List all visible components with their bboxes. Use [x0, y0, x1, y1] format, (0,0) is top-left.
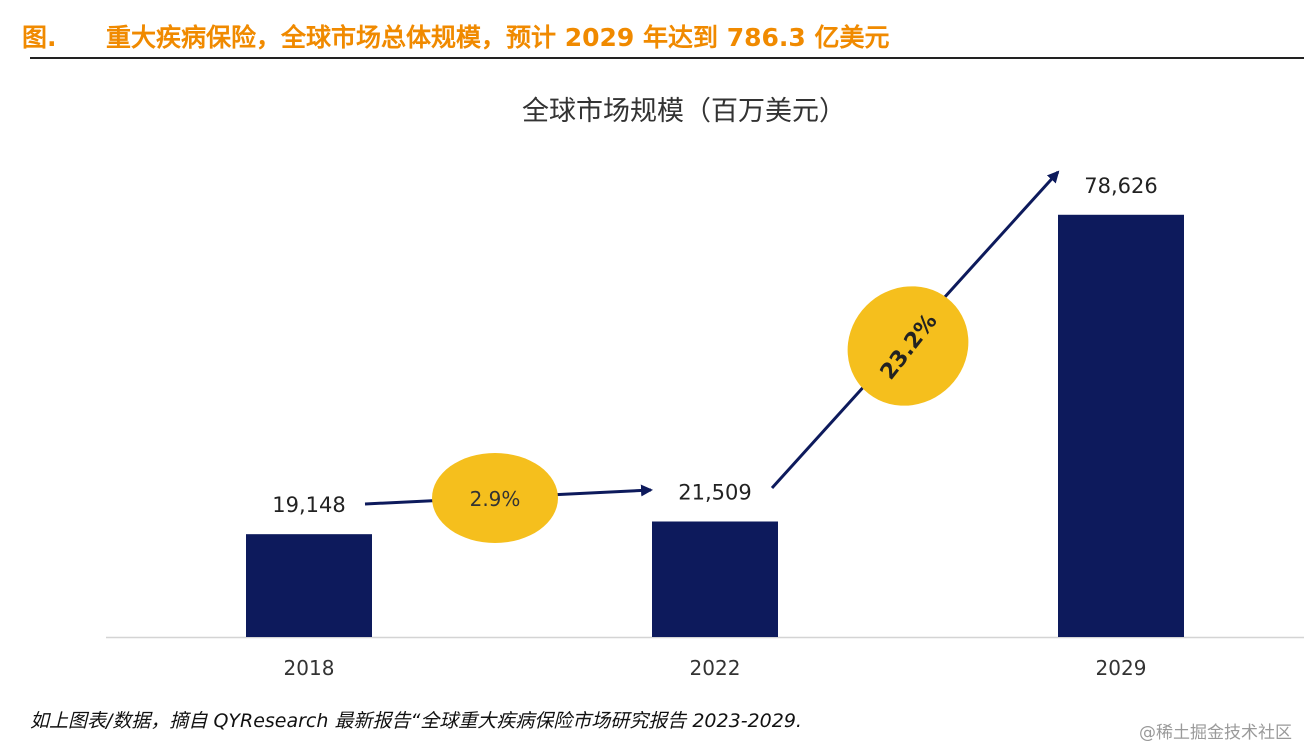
- x-tick-label-2018: 2018: [284, 656, 335, 680]
- bar-2022: [652, 521, 778, 637]
- header-rule: [30, 57, 1304, 59]
- value-label-2022: 21,509: [678, 480, 751, 504]
- growth-badge-2022-2029: [847, 286, 969, 406]
- source-note: 如上图表/数据，摘自 QYResearch 最新报告“全球重大疾病保险市场研究报…: [30, 710, 802, 732]
- watermark: @稀土掘金技术社区: [1139, 723, 1292, 743]
- figure-label: 图.: [22, 23, 57, 52]
- value-label-2018: 19,148: [272, 493, 345, 517]
- growth-label-2018-2022: 2.9%: [470, 487, 521, 511]
- growth-badge-2018-2022: [432, 453, 558, 543]
- figure-header: 图. 重大疾病保险，全球市场总体规模，预计 2029 年达到 786.3 亿美元: [0, 0, 1304, 60]
- bar-2018: [246, 534, 372, 637]
- figure-title: 重大疾病保险，全球市场总体规模，预计 2029 年达到 786.3 亿美元: [106, 23, 890, 52]
- x-tick-label-2022: 2022: [690, 656, 741, 680]
- x-tick-label-2029: 2029: [1096, 656, 1147, 680]
- bar-2029: [1058, 214, 1184, 637]
- value-label-2029: 78,626: [1084, 174, 1157, 198]
- chart-title: 全球市场规模（百万美元）: [522, 96, 846, 127]
